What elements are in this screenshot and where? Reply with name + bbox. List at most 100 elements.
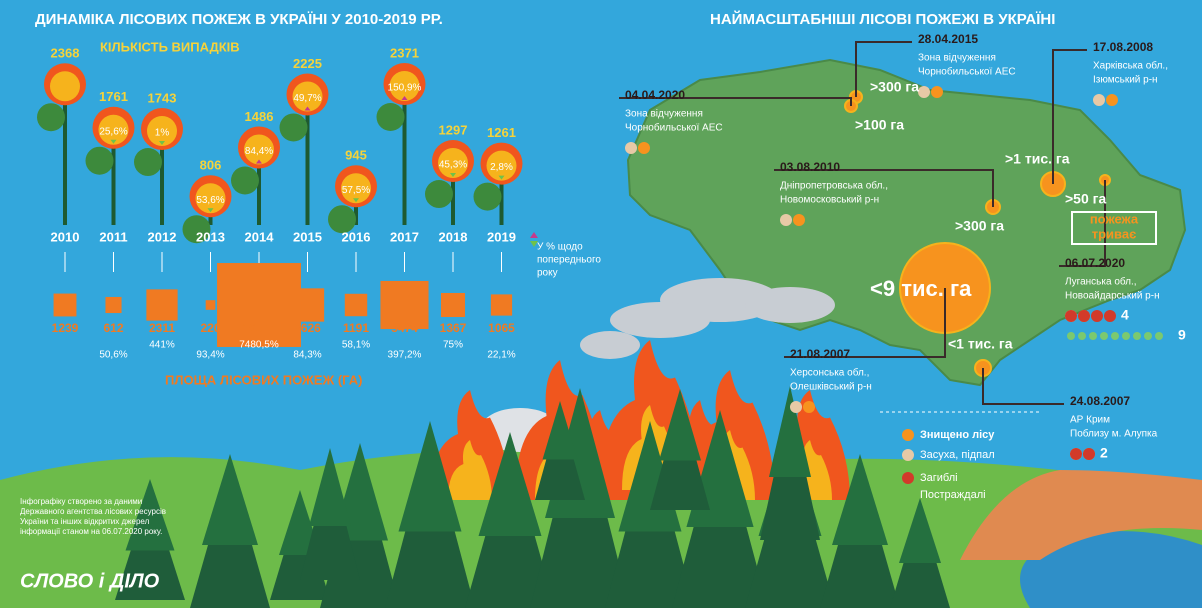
event-place: АР Крим <box>1070 415 1110 426</box>
event-place: Зона відчуження <box>625 109 703 120</box>
area-value: 1191 <box>343 321 369 335</box>
source-note: інформації станом на 06.07.2020 року. <box>20 527 162 536</box>
year-label: 2010 <box>51 229 80 244</box>
year-label: 2018 <box>439 229 468 244</box>
count-change: 1% <box>155 128 170 139</box>
area-square <box>291 288 324 321</box>
legend-icon <box>902 472 914 484</box>
fire-count-label: 1261 <box>487 125 516 140</box>
year-label: 2017 <box>390 229 419 244</box>
fire-count-label: 1761 <box>99 89 128 104</box>
injured-icon <box>1089 332 1097 340</box>
infographic: СЛОВО і ДІЛО ДИНАМІКА ЛІСОВИХ ПОЖЕЖ В УК… <box>0 0 1202 608</box>
area-square <box>441 293 465 317</box>
area-square <box>105 297 121 313</box>
count-label: КІЛЬКІСТЬ ВИПАДКІВ <box>100 39 240 54</box>
area-value: 1367 <box>440 321 467 335</box>
event-place: Луганська обл., <box>1065 276 1137 288</box>
legend-icon <box>902 429 914 441</box>
fire-core <box>50 71 80 101</box>
area-value: 1065 <box>488 321 515 335</box>
death-icon <box>1083 448 1095 460</box>
year-label: 2012 <box>148 229 177 244</box>
area-value: 612 <box>103 321 123 335</box>
event-place: Зона відчуження <box>918 53 996 64</box>
cause-icon <box>1093 94 1105 106</box>
legend-note: попереднього <box>537 255 601 266</box>
area-change: 441% <box>149 340 175 351</box>
count-change: 25,6% <box>99 126 127 137</box>
event-area: >50 га <box>1065 191 1106 207</box>
count-change: 45,3% <box>439 160 467 171</box>
fire-count-label: 2368 <box>51 46 80 61</box>
injured-count: 9 <box>1178 327 1186 343</box>
event-status: пожежа <box>1090 211 1139 226</box>
year-label: 2015 <box>293 229 322 244</box>
cause-icon <box>638 142 650 154</box>
death-icon <box>1065 310 1077 322</box>
area-change: 58,1% <box>342 340 370 351</box>
legend-note: року <box>537 268 558 279</box>
count-change: 2,8% <box>490 162 513 173</box>
fire-count-label: 1486 <box>245 109 274 124</box>
event-area: >300 га <box>870 79 919 95</box>
area-label: ПЛОЩА ЛІСОВИХ ПОЖЕЖ (ГА) <box>165 372 362 387</box>
source-note: України та інших відкритих джерел <box>20 517 150 526</box>
tree-crown <box>37 103 65 131</box>
injured-icon <box>1078 332 1086 340</box>
event-place: Чорнобильської АЕС <box>918 66 1016 78</box>
legend-label: Загиблі <box>920 472 958 484</box>
injured-icon <box>1111 332 1119 340</box>
fire-count-label: 1743 <box>148 90 177 105</box>
count-change: 84,4% <box>245 146 273 157</box>
area-value: 2626 <box>294 321 321 335</box>
cause-icon <box>625 142 637 154</box>
count-change: 49,7% <box>293 93 321 104</box>
tree-crown <box>86 147 114 175</box>
tree-crown <box>377 103 405 131</box>
area-square <box>146 289 177 320</box>
legend-label: Постраждалі <box>920 489 986 501</box>
event-area: >300 га <box>955 218 1004 234</box>
event-area: <1 тис. га <box>948 336 1013 352</box>
death-icon <box>1104 310 1116 322</box>
cause-icon <box>803 401 815 413</box>
area-square <box>491 294 512 315</box>
cause-icon <box>931 86 943 98</box>
logo: СЛОВО і ДІЛО <box>20 570 160 592</box>
death-count: 4 <box>1121 307 1129 323</box>
event-date: 24.08.2007 <box>1070 394 1130 408</box>
area-change: 75% <box>443 340 463 351</box>
legend-label: Засуха, підпал <box>920 449 995 461</box>
event-area: >1 тис. га <box>1005 151 1070 167</box>
event-date: 06.07.2020 <box>1065 256 1125 270</box>
death-count: 2 <box>1100 445 1108 461</box>
area-value: 1239 <box>52 321 79 335</box>
injured-icon <box>1133 332 1141 340</box>
source-note: Державного агентства лісових ресурсів <box>20 507 166 516</box>
tree-crown <box>231 166 259 194</box>
event-place: Херсонська обл., <box>790 367 869 379</box>
area-change: 22,1% <box>487 350 515 361</box>
count-change: 57,5% <box>342 185 370 196</box>
event-area: <9 тис. га <box>870 276 972 301</box>
tree-crown <box>425 180 453 208</box>
legend-label: Знищено лісу <box>920 429 995 441</box>
year-label: 2014 <box>245 229 275 244</box>
legend-icon <box>902 449 914 461</box>
area-value: 5474 <box>391 321 418 335</box>
tree-crown <box>280 113 308 141</box>
area-square <box>206 300 216 310</box>
source-note: Інфографіку створено за даними <box>20 497 142 506</box>
event-status: триває <box>1092 226 1137 241</box>
event-date: 28.04.2015 <box>918 32 978 46</box>
year-label: 2016 <box>342 229 371 244</box>
event-place: Новомосковський р-н <box>780 195 879 206</box>
fire-count-label: 806 <box>200 158 222 173</box>
fire-count-label: 1297 <box>439 122 468 137</box>
injured-icon <box>1155 332 1163 340</box>
area-change: 93,4% <box>196 350 224 361</box>
cause-icon <box>793 214 805 226</box>
area-change: 50,6% <box>99 350 127 361</box>
event-date: 17.08.2008 <box>1093 40 1153 54</box>
